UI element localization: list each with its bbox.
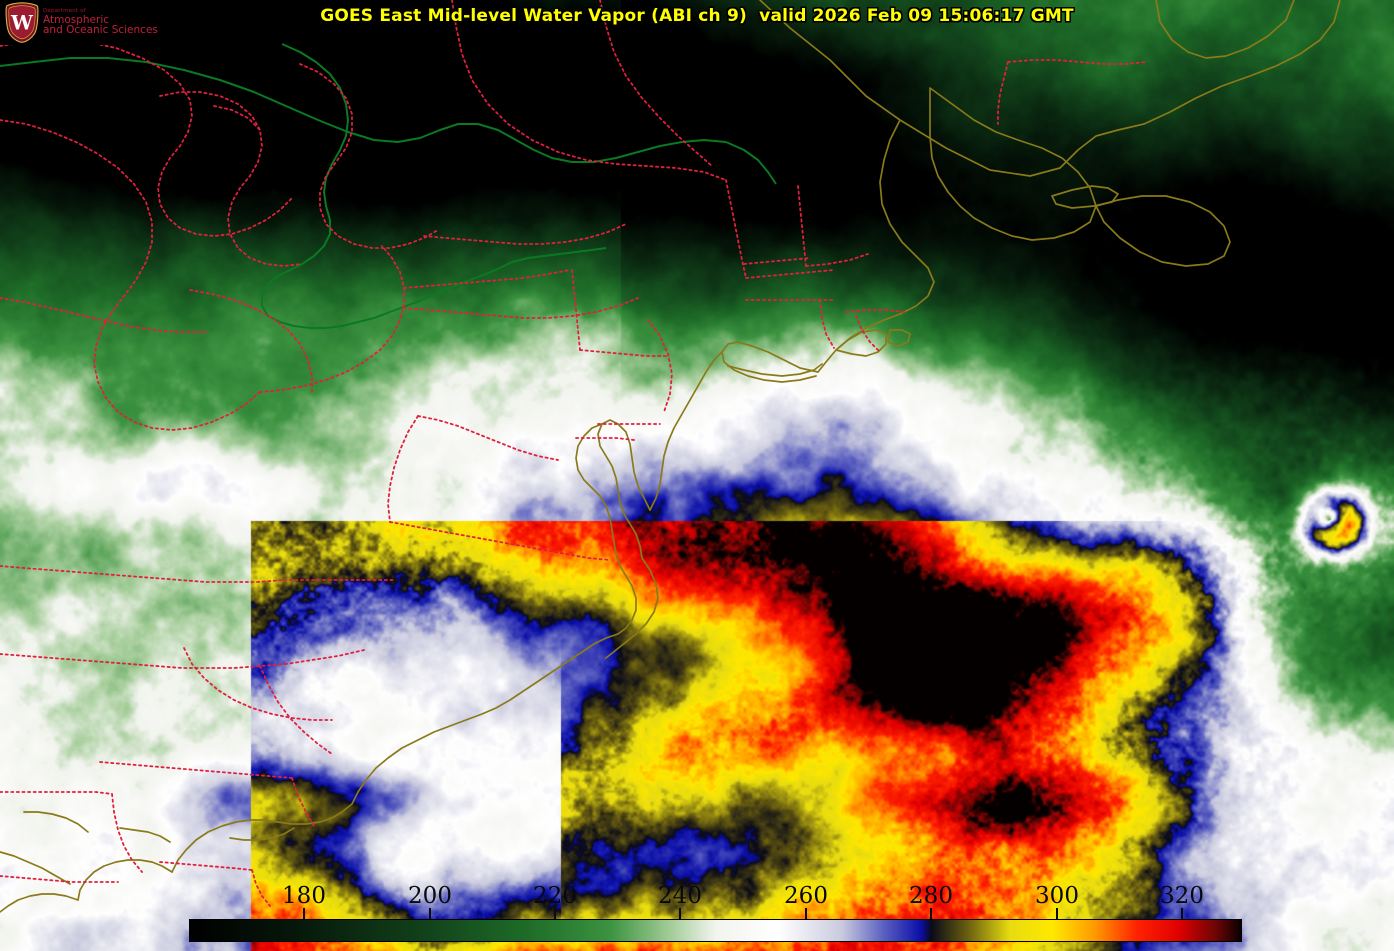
colorbar-gradient[interactable]: [189, 919, 1242, 942]
state-border-layer: [0, 0, 1147, 907]
logo-text-block: Department of Atmospheric and Oceanic Sc…: [43, 7, 158, 37]
logo-department-line: Department of: [43, 7, 86, 14]
logo-line-1: Atmospheric: [43, 13, 110, 26]
institution-logo: W Department of Atmospheric and Oceanic …: [0, 0, 160, 45]
logo-line-2: and Oceanic Sciences: [43, 24, 158, 37]
uw-crest-icon: W: [5, 2, 39, 43]
coastline-layer: [0, 0, 1341, 913]
country-border-layer: [0, 43, 777, 329]
svg-text:W: W: [10, 12, 34, 35]
